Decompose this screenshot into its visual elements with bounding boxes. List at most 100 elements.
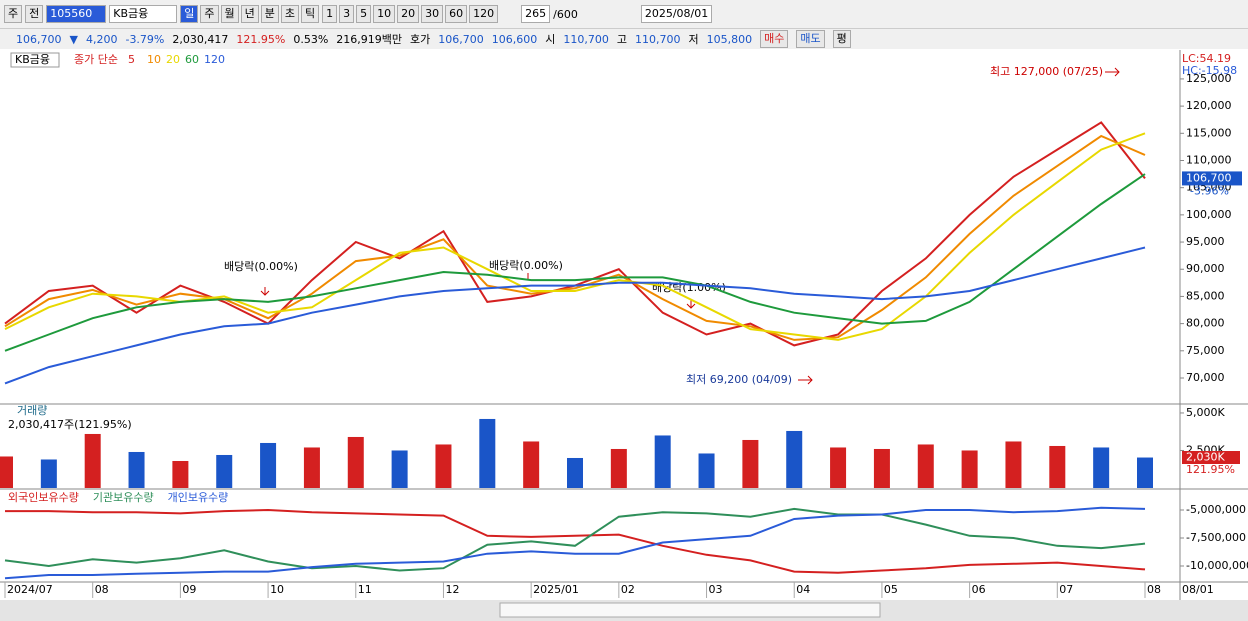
y-tick-label: 125,000 [1186,72,1232,85]
legend-box [10,52,60,68]
series-line [4,506,1146,580]
volume-bar [698,453,715,488]
volume-bar [1005,441,1022,488]
volume-bar [1049,445,1066,488]
period-button[interactable]: 틱 [301,5,320,23]
last-rate-label: -3.96% [1190,184,1229,197]
count[interactable]: 265 [521,5,551,23]
legend-entry: 20 [166,53,180,66]
rate: -3.79% [125,32,165,46]
last-price-label: 106,700 [1186,171,1232,184]
period-button[interactable]: 분 [260,5,279,23]
y-tick-label: 100,000 [1186,208,1232,221]
period-button[interactable]: 주 [200,5,219,23]
interval-button[interactable]: 20 [397,5,420,23]
volume-bar [128,451,145,488]
interval-button[interactable]: 120 [469,5,499,23]
x-tick-label: 07 [1059,583,1073,596]
series-line [4,173,1146,352]
last-price-box [1182,171,1242,186]
series-line [4,246,1146,385]
x-tick-label: 12 [445,583,459,596]
volume-bar [216,454,233,488]
legend-entry: 외국인보유수량 [8,491,79,504]
volume-bar [347,436,364,488]
hc-label: HC:-15.98 [1182,64,1237,77]
low: 105,800 [706,32,753,46]
x-tick-label: 08 [95,583,109,596]
stock-name[interactable]: KB금융 [109,5,178,23]
code-input[interactable]: 105560 [46,5,107,23]
volume-bar [1137,457,1153,488]
volume-bar [873,448,890,488]
ref[interactable]: 전 [25,5,44,23]
interval-button[interactable]: 30 [421,5,444,23]
turnover: 0.53% [293,32,329,46]
volume-bar [479,418,496,488]
x-tick-label: 03 [709,583,723,596]
date[interactable]: 2025/08/01 [640,5,713,23]
volume-bar [654,435,671,488]
ask: 106,700 [438,32,484,46]
y-tick-label: 85,000 [1186,289,1225,302]
scroll-thumb[interactable] [499,602,881,618]
volume-bar [523,441,540,488]
y-tick-label: 110,000 [1186,153,1232,166]
volume-title: 거래량 [17,404,47,417]
y-tick-label: -10,000,000 [1186,559,1248,572]
legend-entry: 기관보유수량 [93,491,154,504]
interval-button[interactable]: 10 [373,5,396,23]
y-tick-label: 5,000K [1186,406,1225,419]
legend-entry: 개인보유수량 [168,491,229,504]
y-tick-label: 75,000 [1186,344,1225,357]
period-button[interactable]: 월 [220,5,239,23]
volume-bar [303,447,320,488]
x-tick-label: 04 [796,583,810,596]
x-tick-label: 09 [182,583,196,596]
y-tick-label: 70,000 [1186,371,1225,384]
volume: 2,030,417 [172,32,229,46]
volume-bar [435,444,452,488]
dividend-annotation: 배당락(0.00%) [224,260,298,273]
buy-button[interactable]: 매수 [760,30,789,48]
series-line [5,508,1146,574]
interval-button[interactable]: 5 [356,5,372,23]
x-tick-label: 2024/07 [7,583,53,596]
amount: 216,919백만 [336,33,403,46]
period-button[interactable]: 년 [240,5,259,23]
interval-button[interactable]: 1 [322,5,338,23]
high: 110,700 [635,32,681,46]
sell-button[interactable]: 매도 [796,30,825,48]
interval-button[interactable]: 3 [339,5,355,23]
high-annotation: 최고 127,000 (07/25) [990,65,1103,78]
volume-bar [84,433,101,488]
period-button[interactable]: 초 [280,5,299,23]
change: 4,200 [85,32,118,46]
y-tick-label: -5,000,000 [1186,503,1246,516]
mode[interactable]: 주 [4,5,23,23]
x-tick-label: 10 [270,583,284,596]
avg-button[interactable]: 평 [832,30,851,48]
count-max: /600 [553,7,578,21]
chart-bg [0,50,1248,600]
interval-group: 1 3 5 10 20 30 60 120 [322,5,499,23]
series-line [4,134,1146,341]
volume-bar [786,430,803,488]
interval-button[interactable]: 60 [445,5,468,23]
volume-bar [610,448,627,488]
arrow: ▼ [69,32,78,46]
legend-entry: 60 [185,53,199,66]
period-button[interactable]: 일 [180,5,199,23]
volume-bar [391,450,408,488]
legend-ma-label: 종가 단순 [74,53,118,66]
legend-entry: 5 [128,53,135,66]
high-label: 고 [616,33,628,46]
open: 110,700 [563,32,609,46]
dividend-annotation: 배당락(0.00%) [489,259,563,272]
bid: 106,600 [491,32,538,46]
x-end-label: 08/01 [1182,583,1214,596]
y-tick-label: -7,500,000 [1186,531,1246,544]
